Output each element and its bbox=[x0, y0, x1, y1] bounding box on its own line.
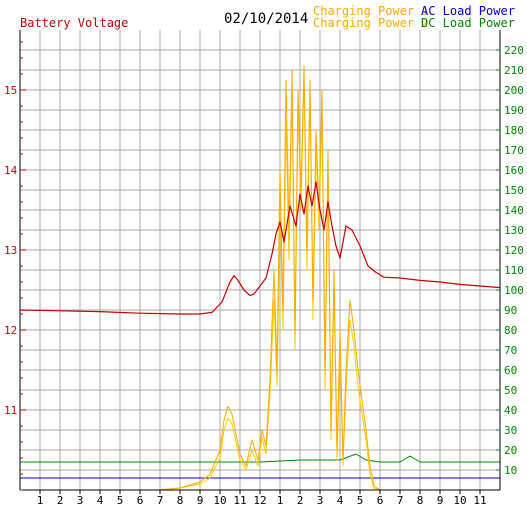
series-line-charging-power-1 bbox=[20, 65, 500, 491]
right-axis-tick-label: 60 bbox=[504, 364, 517, 377]
x-axis-tick-label: 10 bbox=[213, 494, 226, 507]
axes: 1112131415102030405060708090100110120130… bbox=[4, 30, 524, 507]
right-axis-tick-label: 170 bbox=[504, 144, 524, 157]
x-axis-tick-label: 10 bbox=[453, 494, 466, 507]
right-axis-tick-label: 110 bbox=[504, 264, 524, 277]
right-axis-tick-label: 20 bbox=[504, 444, 517, 457]
right-axis-tick-label: 130 bbox=[504, 224, 524, 237]
x-axis-tick-label: 1 bbox=[37, 494, 44, 507]
right-axis-tick-label: 80 bbox=[504, 324, 517, 337]
right-axis-tick-label: 70 bbox=[504, 344, 517, 357]
right-axis-tick-label: 10 bbox=[504, 464, 517, 477]
x-axis-tick-label: 8 bbox=[177, 494, 184, 507]
right-axis-tick-label: 100 bbox=[504, 284, 524, 297]
legend-ac-load-power: AC Load Power bbox=[421, 4, 515, 18]
right-axis-tick-label: 90 bbox=[504, 304, 517, 317]
left-axis-tick-label: 13 bbox=[4, 244, 17, 257]
legend-dc-load-power: DC Load Power bbox=[421, 16, 515, 30]
x-axis-tick-label: 2 bbox=[57, 494, 64, 507]
x-axis-tick-label: 12 bbox=[253, 494, 266, 507]
left-axis-label: Battery Voltage bbox=[20, 16, 128, 30]
left-axis-tick-label: 11 bbox=[4, 404, 17, 417]
right-axis-tick-label: 180 bbox=[504, 124, 524, 137]
x-axis-tick-label: 8 bbox=[417, 494, 424, 507]
legend-charging-power-1: Charging Power 1 bbox=[313, 4, 429, 18]
x-axis-tick-label: 9 bbox=[437, 494, 444, 507]
right-axis-tick-label: 150 bbox=[504, 184, 524, 197]
left-axis-tick-label: 15 bbox=[4, 84, 17, 97]
series-layer bbox=[19, 65, 501, 491]
grid bbox=[20, 30, 500, 490]
series-line-battery-voltage bbox=[19, 181, 501, 315]
right-axis-tick-label: 210 bbox=[504, 64, 524, 77]
x-axis-tick-label: 4 bbox=[97, 494, 104, 507]
x-axis-tick-label: 11 bbox=[233, 494, 246, 507]
x-axis-tick-label: 9 bbox=[197, 494, 204, 507]
right-axis-tick-label: 200 bbox=[504, 84, 524, 97]
right-axis-tick-label: 50 bbox=[504, 384, 517, 397]
x-axis-tick-label: 7 bbox=[397, 494, 404, 507]
right-axis-tick-label: 160 bbox=[504, 164, 524, 177]
x-axis-tick-label: 4 bbox=[337, 494, 344, 507]
legend-charging-power-2: Charging Power 2 bbox=[313, 16, 429, 30]
x-axis-tick-label: 11 bbox=[473, 494, 486, 507]
right-axis-tick-label: 140 bbox=[504, 204, 524, 217]
left-axis-tick-label: 14 bbox=[4, 164, 18, 177]
x-axis-tick-label: 5 bbox=[117, 494, 124, 507]
x-axis-tick-label: 2 bbox=[297, 494, 304, 507]
right-axis-tick-label: 220 bbox=[504, 44, 524, 57]
x-axis-tick-label: 3 bbox=[77, 494, 84, 507]
series-line-dc-load-power bbox=[20, 453, 500, 463]
x-axis-tick-label: 5 bbox=[357, 494, 364, 507]
chart-date-title: 02/10/2014 bbox=[224, 11, 308, 27]
right-axis-tick-label: 120 bbox=[504, 244, 524, 257]
x-axis-tick-label: 1 bbox=[277, 494, 284, 507]
x-axis-tick-label: 3 bbox=[317, 494, 324, 507]
right-axis-tick-label: 30 bbox=[504, 424, 517, 437]
left-axis-tick-label: 12 bbox=[4, 324, 17, 337]
x-axis-tick-label: 6 bbox=[137, 494, 144, 507]
x-axis-tick-label: 6 bbox=[377, 494, 384, 507]
right-axis-tick-label: 190 bbox=[504, 104, 524, 117]
x-axis-tick-label: 7 bbox=[157, 494, 164, 507]
right-axis-tick-label: 40 bbox=[504, 404, 517, 417]
